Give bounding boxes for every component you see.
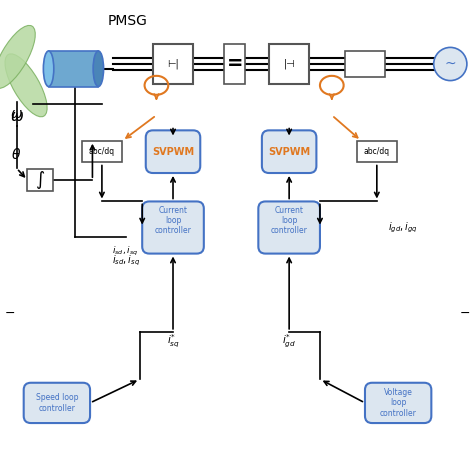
Text: PMSG: PMSG — [108, 14, 148, 28]
FancyBboxPatch shape — [153, 44, 193, 84]
Text: |⊣: |⊣ — [283, 59, 295, 69]
FancyBboxPatch shape — [365, 383, 431, 423]
Text: Current
loop
controller: Current loop controller — [155, 206, 191, 235]
Text: $i_{sq}^{*}$: $i_{sq}^{*}$ — [166, 333, 180, 350]
Text: $i_{gd}^{*}$: $i_{gd}^{*}$ — [282, 333, 296, 350]
Text: Voltage
loop
controller: Voltage loop controller — [380, 388, 417, 418]
Ellipse shape — [44, 51, 54, 86]
Text: $-$: $-$ — [459, 306, 470, 319]
Text: abc/dq: abc/dq — [364, 147, 390, 156]
Text: ~: ~ — [445, 57, 456, 71]
FancyBboxPatch shape — [269, 44, 309, 84]
FancyBboxPatch shape — [146, 130, 200, 173]
Text: =: = — [227, 55, 243, 73]
Ellipse shape — [5, 54, 47, 117]
Ellipse shape — [93, 51, 104, 86]
Text: $i_{sd}, i_{sq}$: $i_{sd}, i_{sq}$ — [111, 254, 140, 268]
FancyBboxPatch shape — [258, 201, 320, 254]
FancyBboxPatch shape — [27, 169, 53, 191]
Text: $\theta$: $\theta$ — [11, 146, 22, 162]
Text: $\omega$: $\omega$ — [9, 109, 24, 124]
Text: SVPWM: SVPWM — [268, 146, 310, 157]
Text: Current
loop
controller: Current loop controller — [271, 206, 308, 235]
Bar — [48, 51, 99, 86]
Circle shape — [434, 47, 467, 81]
Text: ⊢|: ⊢| — [167, 59, 179, 69]
FancyBboxPatch shape — [357, 141, 397, 162]
Text: $i_{gd}, i_{gq}$: $i_{gd}, i_{gq}$ — [388, 220, 418, 235]
FancyBboxPatch shape — [142, 201, 204, 254]
Text: $-$: $-$ — [4, 306, 15, 319]
Text: abc/dq: abc/dq — [89, 147, 115, 156]
Text: $i_{sd},i_{sq}$: $i_{sd},i_{sq}$ — [112, 245, 139, 258]
FancyBboxPatch shape — [24, 383, 90, 423]
Text: $\omega$: $\omega$ — [10, 107, 23, 121]
FancyBboxPatch shape — [224, 44, 246, 84]
FancyBboxPatch shape — [345, 51, 385, 77]
Text: Speed loop
controller: Speed loop controller — [36, 393, 78, 412]
Text: $\int$: $\int$ — [35, 169, 46, 191]
FancyBboxPatch shape — [82, 141, 122, 162]
Text: SVPWM: SVPWM — [152, 146, 194, 157]
FancyBboxPatch shape — [262, 130, 316, 173]
Ellipse shape — [0, 26, 35, 88]
